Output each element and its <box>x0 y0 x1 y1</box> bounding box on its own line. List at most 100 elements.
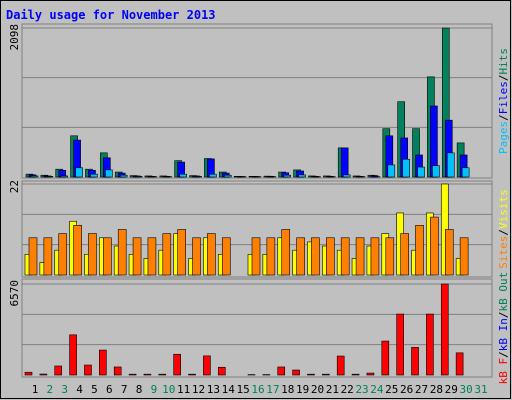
bar <box>132 237 142 276</box>
x-tick-label: 20 <box>311 383 324 396</box>
bar <box>446 152 455 178</box>
legend: Sites/Visits <box>497 189 510 269</box>
legend-separator: / <box>497 75 510 82</box>
bar <box>69 334 77 376</box>
bar <box>461 167 470 178</box>
bar <box>203 355 211 376</box>
bar <box>322 373 330 376</box>
bar <box>342 174 351 178</box>
bar <box>173 353 181 376</box>
legend-entry: kB F <box>497 358 510 385</box>
bar <box>444 229 454 276</box>
legend-separator: / <box>497 311 510 318</box>
bar <box>426 313 434 376</box>
legend: kB F/kB In/kB Out <box>497 272 510 385</box>
x-tick-label: 31 <box>474 383 487 396</box>
x-tick-label: 14 <box>222 383 236 396</box>
bar <box>30 175 39 178</box>
x-tick-label: 6 <box>106 383 113 396</box>
bar <box>355 237 365 276</box>
bar <box>158 373 167 376</box>
bar <box>432 165 440 178</box>
x-tick-label: 23 <box>355 383 368 396</box>
bar <box>417 166 425 178</box>
bar <box>281 229 291 276</box>
bar <box>370 237 380 276</box>
x-tick-label: 10 <box>162 383 175 396</box>
bar <box>455 352 464 376</box>
bar <box>162 233 172 276</box>
bar <box>430 216 439 276</box>
bar <box>113 366 122 376</box>
legend-separator: / <box>497 229 510 236</box>
legend-entry: kB In <box>497 318 510 351</box>
bar <box>307 373 315 376</box>
bar <box>134 175 143 178</box>
bar <box>105 169 113 178</box>
bar <box>209 173 217 178</box>
x-tick-label: 16 <box>251 383 264 396</box>
x-tick-label: 11 <box>177 383 190 396</box>
x-tick-label: 19 <box>296 383 309 396</box>
bar <box>75 167 83 178</box>
bar <box>177 229 186 276</box>
x-tick-label: 22 <box>341 383 354 396</box>
bar <box>387 164 396 178</box>
bar <box>277 366 286 376</box>
x-tick-label: 18 <box>281 383 294 396</box>
legend-separator: / <box>497 114 510 121</box>
bar <box>292 369 300 376</box>
bar <box>298 174 306 178</box>
bar <box>73 225 82 276</box>
bar <box>223 174 232 178</box>
x-tick-label: 2 <box>47 383 54 396</box>
x-tick-label: 25 <box>385 383 398 396</box>
bar <box>440 283 449 376</box>
x-tick-label: 30 <box>460 383 473 396</box>
y-tick-label: 22 <box>8 180 21 193</box>
bar <box>283 174 292 178</box>
bar <box>58 233 68 276</box>
bar <box>28 237 38 276</box>
bar <box>336 355 345 376</box>
y-tick-label: 6570 <box>8 280 21 307</box>
bar <box>311 237 320 276</box>
bar <box>194 175 202 178</box>
bar <box>188 373 196 376</box>
x-tick-label: 7 <box>121 383 128 396</box>
bar <box>366 372 375 376</box>
bar <box>400 233 409 276</box>
x-tick-label: 13 <box>207 383 220 396</box>
bar <box>99 349 107 376</box>
chart-title: Daily usage for November 2013 <box>6 8 216 22</box>
bar <box>103 237 112 276</box>
bar <box>326 237 335 276</box>
bar <box>119 174 128 178</box>
legend-entry: Sites <box>497 236 510 269</box>
x-tick-label: 8 <box>136 383 143 396</box>
x-tick-label: 3 <box>61 383 68 396</box>
bar <box>147 237 157 276</box>
bar <box>43 237 53 276</box>
x-tick-label: 5 <box>91 383 98 396</box>
bar <box>381 340 390 376</box>
bar <box>396 313 404 376</box>
x-tick-label: 28 <box>430 383 443 396</box>
x-tick-label: 4 <box>76 383 83 396</box>
x-tick-label: 26 <box>400 383 413 396</box>
bar <box>24 371 33 376</box>
x-tick-label: 1 <box>32 383 39 396</box>
bar <box>415 225 424 276</box>
bar <box>251 237 261 276</box>
x-tick-label: 9 <box>151 383 158 396</box>
bar <box>351 373 360 376</box>
bar <box>340 237 350 276</box>
x-tick-label: 15 <box>237 383 250 396</box>
x-tick-label: 24 <box>370 383 384 396</box>
bar <box>402 158 410 178</box>
bar <box>207 233 216 276</box>
bar <box>179 173 187 178</box>
y-tick-label: 2098 <box>8 24 21 51</box>
bar <box>221 237 231 276</box>
